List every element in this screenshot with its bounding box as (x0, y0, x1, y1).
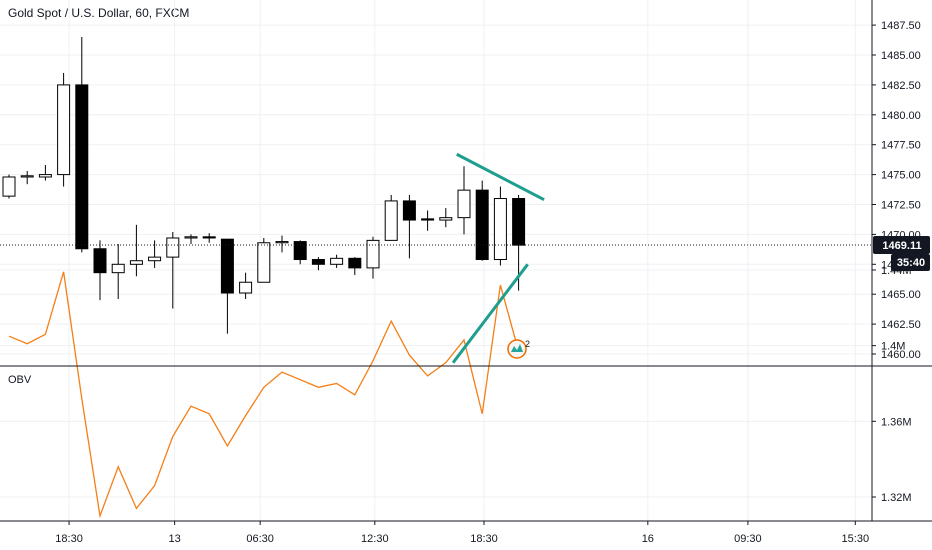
candle-body-bull (493, 198, 507, 261)
candle[interactable] (402, 194, 416, 259)
price-tick-label: 1475.00 (881, 170, 921, 182)
countdown-badge (891, 254, 930, 272)
candle[interactable] (457, 166, 471, 235)
candle-body-bear (93, 248, 107, 274)
price-tick-label: 1480.00 (881, 110, 921, 122)
obv-layer (8, 271, 520, 519)
candle[interactable] (421, 210, 435, 231)
last-price-badge (873, 236, 930, 255)
candle-body-bull (166, 237, 180, 258)
grid-layer (0, 0, 872, 521)
candle-body-bull (57, 84, 71, 176)
time-tick-label: 16 (642, 533, 654, 545)
candle-body-bull (20, 175, 34, 178)
chart-title: Gold Spot / U.S. Dollar, 60, FXCM (8, 6, 190, 20)
candle[interactable] (348, 257, 362, 276)
price-tick-label: 1465.00 (881, 289, 921, 301)
candle-body-bear (402, 200, 416, 221)
price-tick-label: 1485.00 (881, 50, 921, 62)
events-icon[interactable]: 2 (507, 339, 530, 359)
candle[interactable] (2, 174, 16, 199)
candle[interactable] (75, 37, 89, 253)
candle[interactable] (330, 254, 344, 268)
candle-body-bear (311, 259, 325, 265)
candle-body-bear (220, 238, 234, 294)
time-tick-label: 15:30 (842, 533, 870, 545)
candle[interactable] (93, 240, 107, 301)
candle-body-bull (111, 263, 125, 274)
candle-body-bull (129, 260, 143, 265)
candle[interactable] (20, 171, 34, 185)
candle-body-bull (366, 239, 380, 269)
countdown-label: 35:40 (897, 257, 925, 269)
candle-body-bear (75, 84, 89, 250)
candle[interactable] (293, 240, 307, 265)
badge-layer: 1469.11 35:40 2 (507, 236, 930, 359)
candle[interactable] (111, 243, 125, 299)
candle-body-bear (293, 241, 307, 261)
obv-trendline[interactable] (451, 263, 529, 364)
candle[interactable] (257, 237, 271, 283)
trendline-layer (0, 152, 872, 364)
price-tick-label: 1477.50 (881, 140, 921, 152)
price-trendline[interactable] (456, 152, 545, 202)
time-tick-label: 13 (168, 533, 180, 545)
candle[interactable] (57, 72, 71, 187)
candle[interactable] (366, 236, 380, 279)
candle[interactable] (202, 233, 216, 243)
price-tick-label: 1482.50 (881, 80, 921, 92)
candle-body-bull (2, 176, 16, 197)
candle[interactable] (129, 224, 143, 277)
candles-layer (2, 37, 526, 334)
price-tick-label: 1472.50 (881, 200, 921, 212)
events-count: 2 (525, 339, 530, 349)
time-tick-label: 06:30 (246, 533, 274, 545)
candle[interactable] (38, 165, 52, 181)
obv-tick-label: 1.32M (881, 492, 912, 504)
candle[interactable] (166, 232, 180, 309)
obv-line (8, 271, 520, 519)
price-tick-label: 1487.50 (881, 20, 921, 32)
price-tick-label: 1460.00 (881, 349, 921, 361)
last-price-label: 1469.11 (882, 240, 921, 252)
candle-body-bull (148, 256, 162, 262)
candle-body-bear (475, 189, 489, 261)
candle[interactable] (475, 180, 489, 261)
candle-body-bull (275, 241, 289, 244)
candle[interactable] (239, 272, 253, 299)
price-tick-label: 1462.50 (881, 319, 921, 331)
time-tick-label: 09:30 (734, 533, 762, 545)
time-tick-label: 12:30 (361, 533, 389, 545)
candle-body-bull (239, 281, 253, 294)
obv-panel-label: OBV (8, 374, 32, 386)
events-icon-circle (507, 339, 527, 359)
candle-body-bull (439, 217, 453, 221)
candle-body-bear (202, 236, 216, 239)
events-icon-glyph (511, 344, 523, 352)
obv-tick-label: 1.36M (881, 416, 912, 428)
candle[interactable] (493, 186, 507, 266)
candle[interactable] (439, 208, 453, 228)
candle-body-bear (421, 218, 435, 221)
candle[interactable] (148, 240, 162, 268)
time-tick-label: 18:30 (470, 533, 498, 545)
candle-body-bull (257, 242, 271, 283)
candle-body-bull (184, 236, 198, 239)
candle-body-bull (38, 174, 52, 178)
candle[interactable] (220, 238, 234, 334)
time-tick-label: 18:30 (55, 533, 83, 545)
candle-body-bull (330, 257, 344, 265)
candle[interactable] (311, 257, 325, 271)
candle[interactable] (384, 194, 398, 241)
candle[interactable] (275, 235, 289, 253)
candle-body-bull (384, 200, 398, 241)
candle-body-bull (457, 189, 471, 219)
candle[interactable] (184, 234, 198, 244)
candle[interactable] (512, 194, 526, 291)
obv-tick-label: 1.4M (881, 341, 905, 353)
candle-body-bear (512, 198, 526, 246)
candle-body-bear (348, 257, 362, 269)
